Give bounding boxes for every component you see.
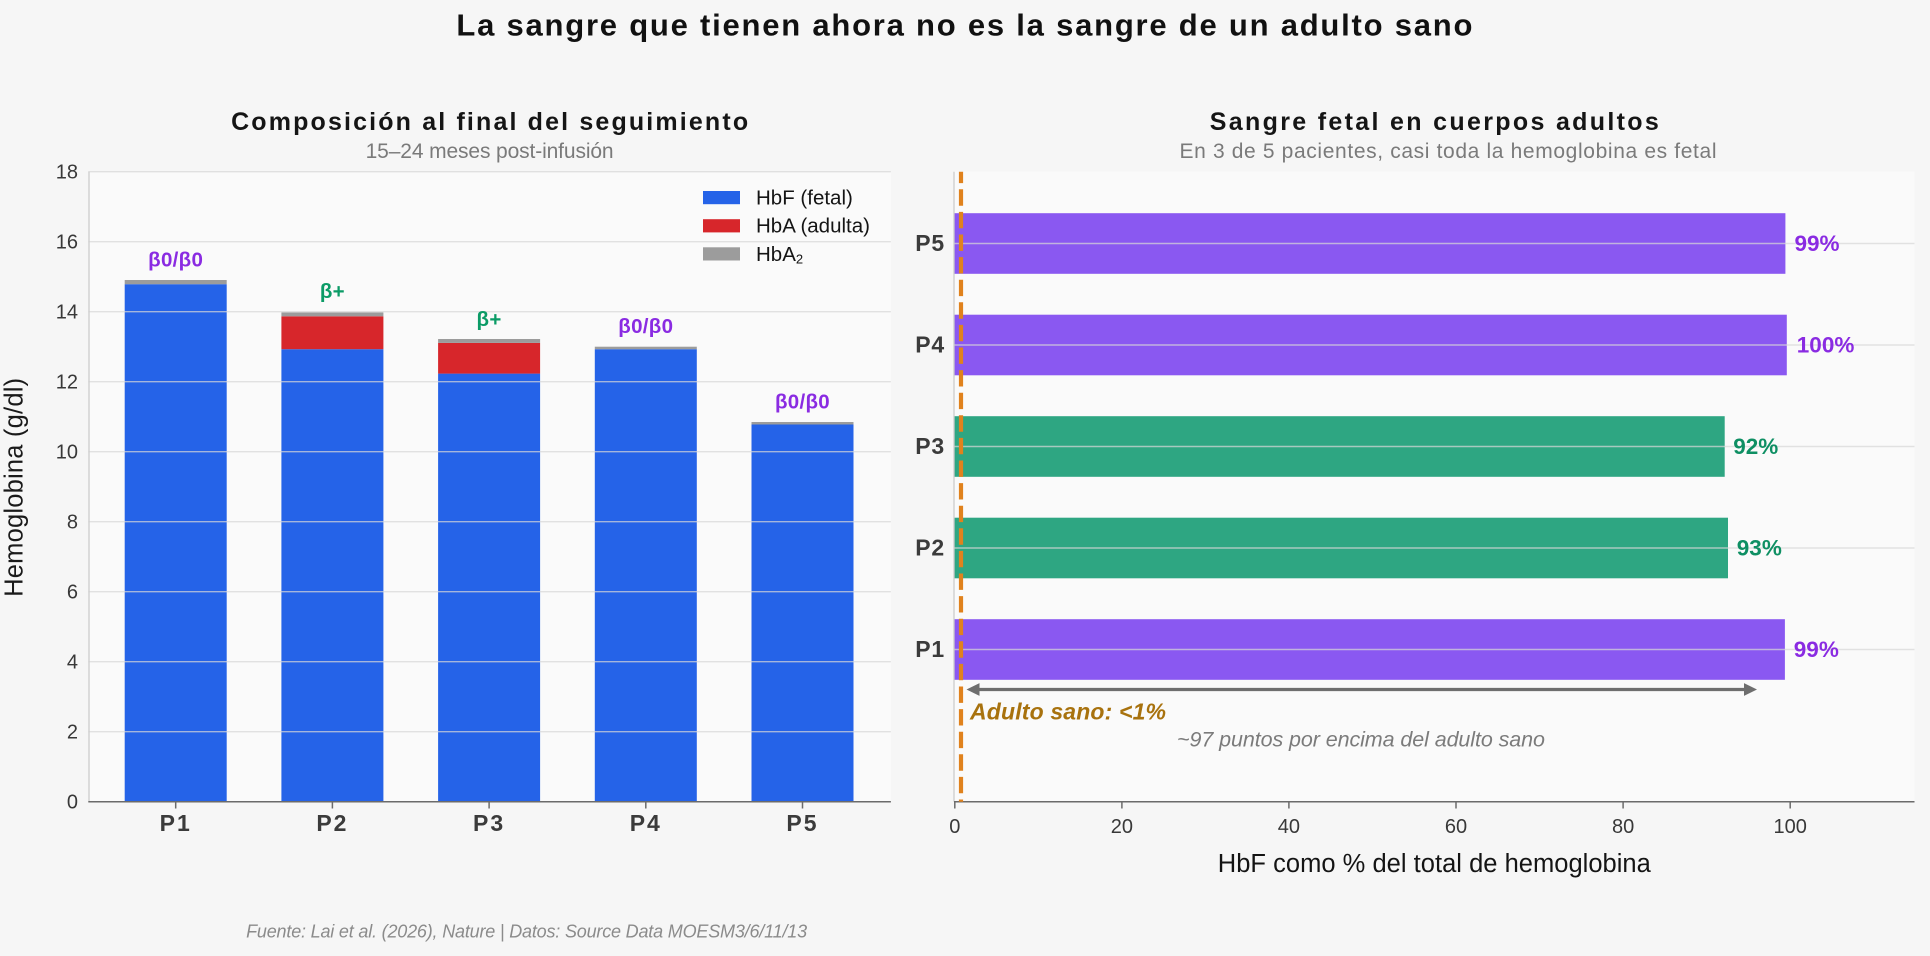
svg-text:80: 80 — [1612, 816, 1634, 838]
svg-text:93%: 93% — [1737, 536, 1782, 561]
svg-text:HbA2: HbA2 — [756, 243, 803, 267]
svg-text:β+: β+ — [477, 308, 502, 331]
svg-text:P1: P1 — [915, 636, 945, 662]
svg-text:P2: P2 — [915, 535, 945, 561]
svg-text:P3: P3 — [473, 810, 505, 836]
svg-text:8: 8 — [67, 512, 78, 534]
svg-text:40: 40 — [1278, 816, 1300, 838]
svg-text:0: 0 — [67, 792, 78, 814]
svg-text:16: 16 — [56, 232, 78, 254]
svg-text:HbF como % del total de hemogl: HbF como % del total de hemoglobina — [1218, 850, 1652, 878]
svg-text:β0/β0: β0/β0 — [618, 315, 673, 338]
svg-text:10: 10 — [56, 442, 78, 464]
svg-text:Adulto sano: <1%: Adulto sano: <1% — [969, 699, 1166, 725]
svg-text:15–24 meses post-infusión: 15–24 meses post-infusión — [366, 140, 614, 163]
svg-text:P3: P3 — [915, 433, 945, 459]
svg-text:18: 18 — [56, 162, 78, 184]
svg-text:Fuente: Lai et al. (2026), Nat: Fuente: Lai et al. (2026), Nature | Dato… — [246, 922, 807, 942]
svg-text:99%: 99% — [1795, 231, 1840, 256]
svg-text:100: 100 — [1774, 816, 1807, 838]
svg-text:100%: 100% — [1797, 333, 1855, 358]
svg-text:P5: P5 — [915, 230, 945, 256]
svg-text:99%: 99% — [1794, 637, 1839, 662]
svg-text:P5: P5 — [786, 810, 818, 836]
svg-text:~97 puntos por encima del adul: ~97 puntos por encima del adulto sano — [1177, 728, 1545, 752]
svg-text:β0/β0: β0/β0 — [775, 391, 830, 414]
svg-text:P4: P4 — [630, 810, 662, 836]
svg-text:92%: 92% — [1733, 434, 1778, 459]
svg-text:20: 20 — [1111, 816, 1133, 838]
svg-text:12: 12 — [56, 372, 78, 394]
svg-text:Hemoglobina (g/dl): Hemoglobina (g/dl) — [1, 378, 29, 597]
svg-text:P2: P2 — [316, 810, 348, 836]
svg-text:6: 6 — [67, 582, 78, 604]
svg-text:0: 0 — [949, 816, 960, 838]
svg-text:Composición al final del segui: Composición al final del seguimiento — [231, 108, 748, 136]
svg-text:HbF (fetal): HbF (fetal) — [756, 187, 853, 210]
svg-text:4: 4 — [67, 652, 78, 674]
svg-text:La sangre que tienen ahora no: La sangre que tienen ahora no es la sang… — [456, 8, 1472, 43]
svg-text:P1: P1 — [160, 810, 192, 836]
svg-text:En 3 de 5 pacientes, casi toda: En 3 de 5 pacientes, casi toda la hemogl… — [1180, 140, 1717, 163]
svg-text:14: 14 — [56, 302, 78, 324]
svg-text:60: 60 — [1445, 816, 1467, 838]
svg-text:Sangre fetal en cuerpos adulto: Sangre fetal en cuerpos adultos — [1210, 108, 1659, 136]
svg-text:P4: P4 — [915, 332, 945, 358]
svg-text:β0/β0: β0/β0 — [148, 249, 203, 272]
svg-text:HbA (adulta): HbA (adulta) — [756, 215, 870, 238]
svg-text:β+: β+ — [320, 280, 345, 303]
svg-text:2: 2 — [67, 722, 78, 744]
